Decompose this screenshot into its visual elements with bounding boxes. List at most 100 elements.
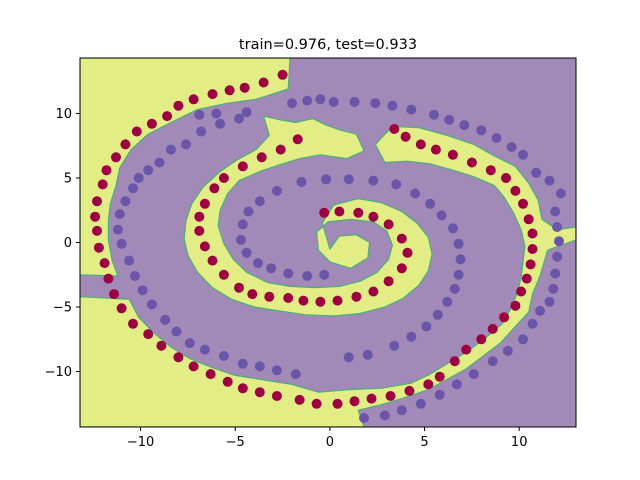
data-point-series-1-67 <box>406 331 417 342</box>
data-point-series-1-92 <box>283 268 294 279</box>
data-point-series-1-24 <box>544 296 555 307</box>
data-point-series-0-50 <box>527 244 538 254</box>
data-point-series-1-83 <box>296 176 307 187</box>
data-point-series-0-82 <box>351 291 362 302</box>
data-point-series-0-2 <box>239 82 250 93</box>
data-point-series-0-25 <box>173 352 184 363</box>
data-point-series-1-12 <box>491 133 502 143</box>
data-point-series-0-64 <box>275 144 286 155</box>
data-point-series-1-34 <box>396 405 407 416</box>
data-point-series-1-10 <box>459 120 470 131</box>
data-point-series-1-62 <box>271 365 282 376</box>
data-point-series-1-71 <box>449 283 460 294</box>
data-point-series-1-65 <box>343 352 354 363</box>
data-point-series-0-26 <box>188 361 199 372</box>
data-point-series-0-60 <box>415 139 426 150</box>
data-point-series-1-72 <box>453 269 464 280</box>
data-point-series-1-89 <box>241 247 252 258</box>
data-point-series-1-45 <box>133 173 144 183</box>
x-tick-label: −10 <box>127 435 154 450</box>
data-point-series-0-16 <box>92 225 102 236</box>
data-point-series-0-65 <box>256 152 267 163</box>
data-point-series-0-36 <box>366 393 377 404</box>
data-point-series-0-31 <box>271 391 282 401</box>
data-point-series-1-33 <box>415 398 426 409</box>
data-point-series-1-43 <box>154 157 165 168</box>
data-point-series-1-69 <box>432 309 443 320</box>
data-point-series-1-87 <box>237 219 248 230</box>
data-point-series-0-55 <box>501 173 511 183</box>
data-point-series-1-35 <box>379 410 390 421</box>
data-point-series-0-52 <box>523 214 534 225</box>
data-point-series-0-58 <box>447 149 458 160</box>
data-point-series-1-14 <box>518 149 528 160</box>
data-point-series-1-9 <box>444 114 455 125</box>
data-point-series-1-49 <box>112 224 123 235</box>
data-point-series-1-80 <box>368 175 379 186</box>
data-point-series-1-59 <box>218 351 229 361</box>
data-point-series-1-46 <box>128 183 138 194</box>
data-point-series-0-56 <box>485 165 496 176</box>
data-point-series-1-56 <box>171 326 182 337</box>
data-point-series-1-0 <box>287 98 297 109</box>
data-point-series-1-13 <box>506 142 517 152</box>
data-point-series-0-17 <box>93 242 104 253</box>
data-point-series-1-79 <box>391 179 402 190</box>
data-point-series-1-90 <box>253 258 263 269</box>
data-point-series-0-20 <box>109 289 120 300</box>
data-point-series-1-48 <box>114 209 125 220</box>
data-point-series-1-5 <box>370 98 381 109</box>
data-point-series-0-19 <box>103 273 114 284</box>
data-point-series-1-58 <box>199 344 210 355</box>
data-point-series-1-47 <box>120 196 131 207</box>
data-point-series-1-74 <box>453 238 464 249</box>
data-point-series-0-47 <box>516 286 527 297</box>
data-point-series-0-23 <box>143 329 154 340</box>
data-point-series-0-89 <box>368 211 379 222</box>
data-point-series-0-62 <box>389 124 400 134</box>
data-point-series-0-84 <box>383 276 394 287</box>
data-point-series-0-18 <box>99 258 110 269</box>
data-point-series-0-4 <box>207 89 218 100</box>
data-point-series-0-32 <box>294 394 305 405</box>
data-point-series-1-61 <box>254 361 265 372</box>
x-axis: −10 −5 0 5 10 <box>127 427 527 450</box>
data-point-series-0-57 <box>466 157 477 168</box>
data-point-series-0-43 <box>476 334 487 345</box>
y-axis: −10 −5 0 5 10 <box>45 107 80 380</box>
data-point-series-1-51 <box>124 255 135 266</box>
data-point-series-1-63 <box>290 369 301 380</box>
data-point-series-1-29 <box>487 356 498 367</box>
data-points <box>90 69 566 423</box>
data-point-series-0-15 <box>90 211 101 222</box>
data-point-series-0-87 <box>396 233 407 244</box>
data-point-series-1-42 <box>165 144 176 155</box>
data-point-series-1-41 <box>181 139 191 150</box>
data-point-series-1-18 <box>550 206 561 217</box>
data-point-series-0-34 <box>332 398 343 409</box>
data-point-series-0-80 <box>315 296 326 307</box>
data-point-series-1-6 <box>387 100 398 111</box>
data-point-series-1-36 <box>359 413 369 423</box>
data-point-series-1-88 <box>235 234 246 245</box>
data-point-series-0-71 <box>194 225 205 236</box>
data-point-series-1-7 <box>406 104 417 115</box>
data-point-series-1-20 <box>554 236 564 247</box>
data-point-series-0-46 <box>510 300 521 311</box>
data-point-series-0-37 <box>385 391 396 401</box>
data-point-series-0-90 <box>353 207 364 218</box>
y-tick-label: 10 <box>55 107 72 122</box>
data-point-series-1-17 <box>555 188 566 199</box>
decision-region-yellow-0 <box>80 58 291 277</box>
data-point-series-0-33 <box>311 398 322 409</box>
data-point-series-1-30 <box>468 369 479 380</box>
data-point-series-0-61 <box>400 131 411 142</box>
data-point-series-1-96 <box>194 109 205 120</box>
data-point-series-0-67 <box>218 173 229 183</box>
data-point-series-1-86 <box>243 206 254 217</box>
data-point-series-0-29 <box>237 383 248 394</box>
data-point-series-0-78 <box>283 293 294 303</box>
data-point-series-1-64 <box>362 349 373 360</box>
data-point-series-0-83 <box>368 286 379 297</box>
